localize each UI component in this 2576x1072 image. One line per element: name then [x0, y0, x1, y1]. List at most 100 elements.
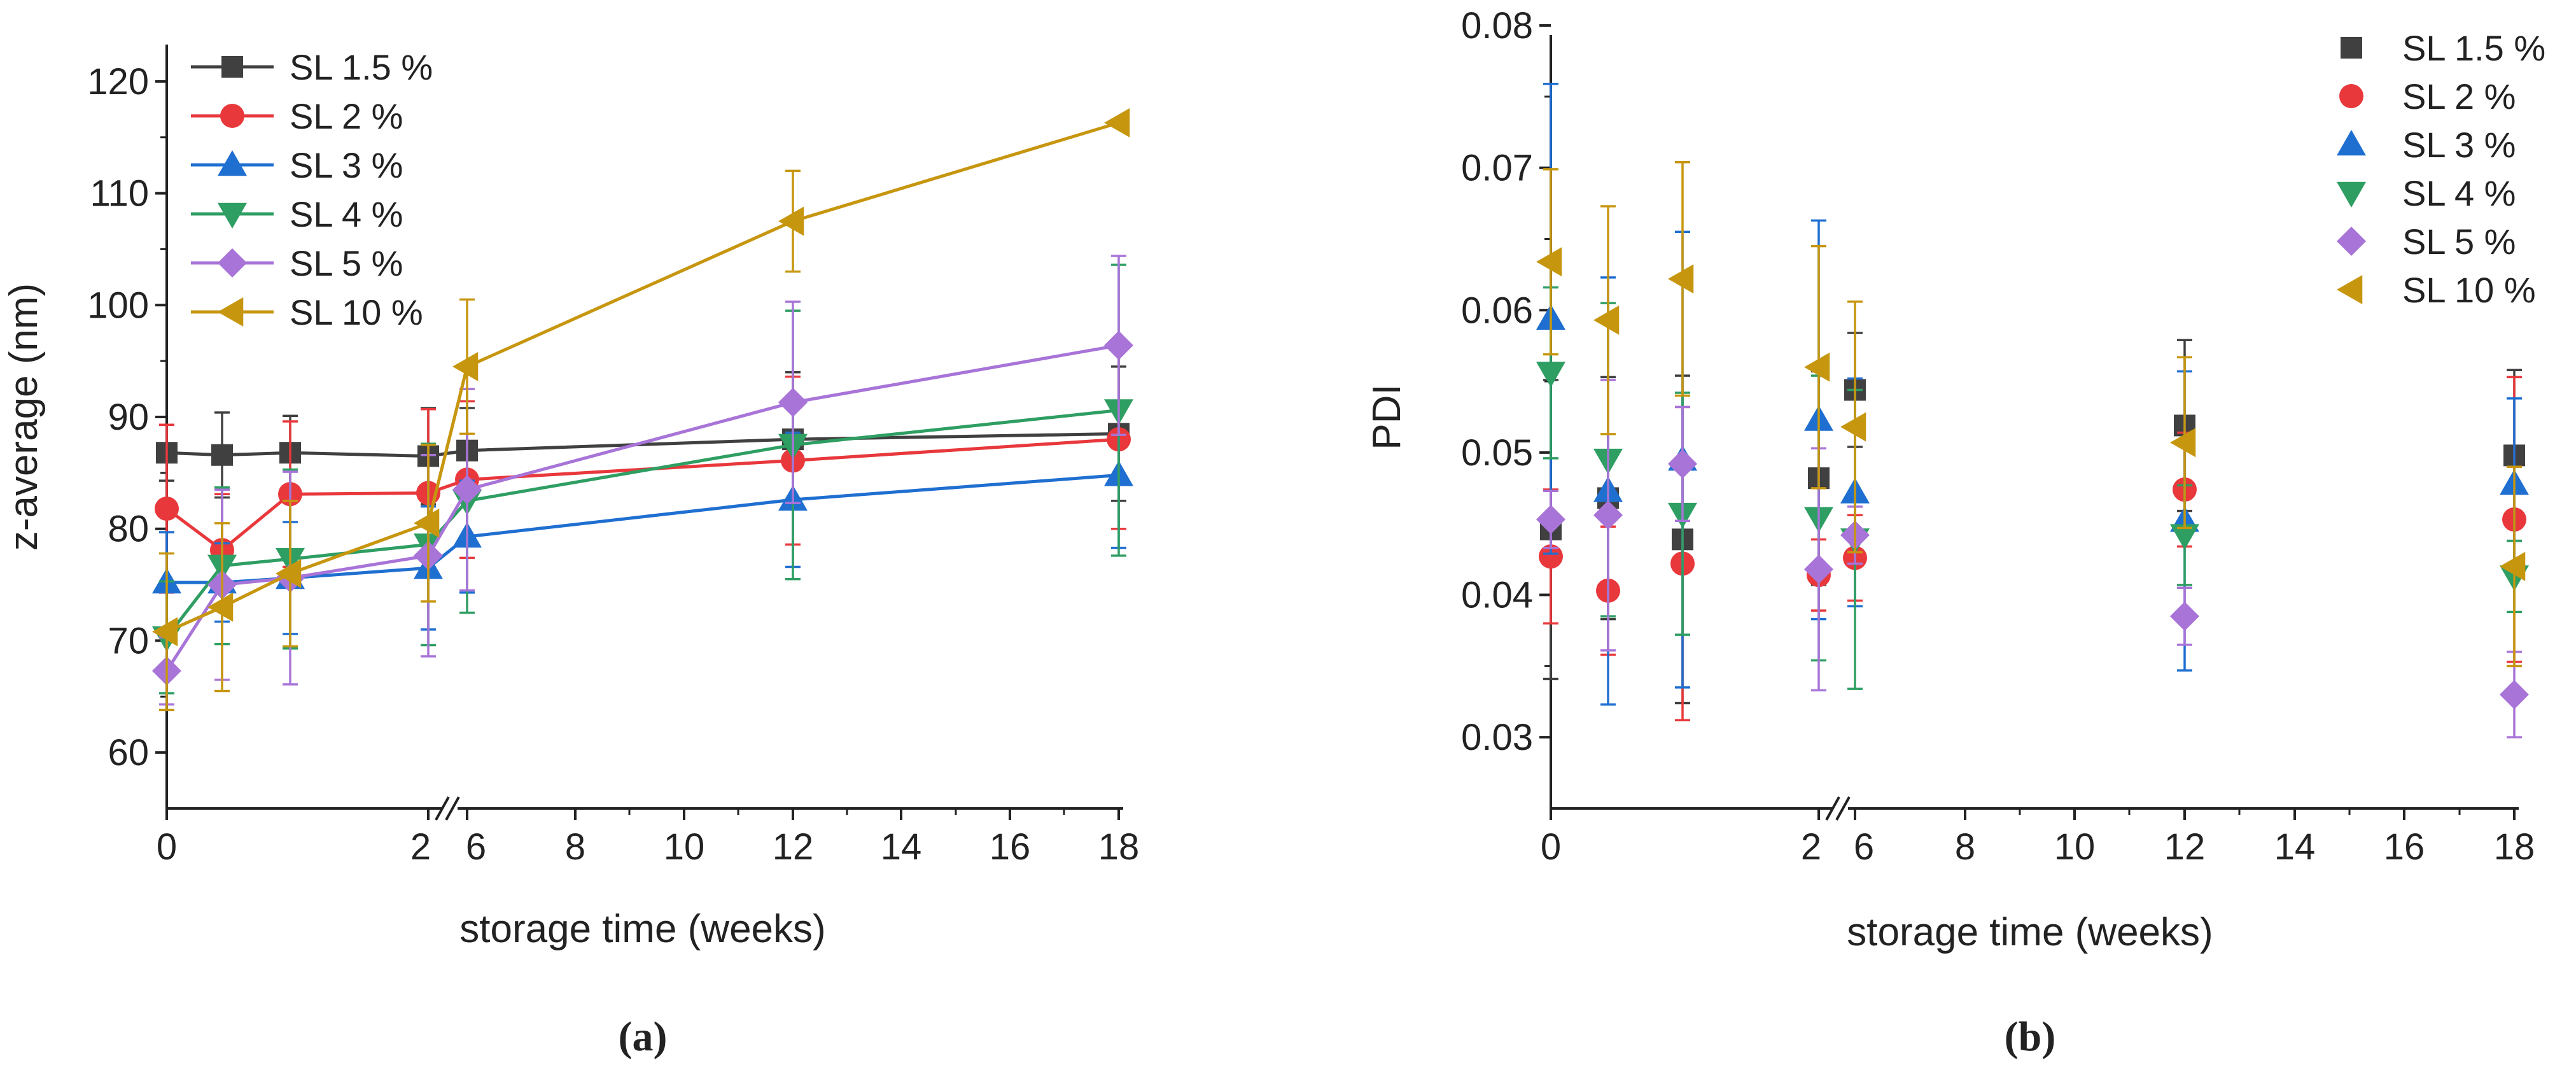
x-tick-label: 18 [2494, 826, 2535, 868]
legend-entry: SL 10 % [191, 292, 423, 332]
legend-entry: SL 4 % [2337, 173, 2516, 213]
legend-label: SL 2 % [2402, 76, 2516, 116]
y-tick-label: 90 [108, 397, 149, 438]
x-tick-label: 10 [664, 826, 705, 868]
series-line [166, 432, 1119, 458]
data-point [2170, 524, 2199, 550]
x-axis-title: storage time (weeks) [1847, 910, 2213, 954]
y-tick-label: 120 [87, 61, 149, 102]
legend-label: SL 2 % [290, 96, 403, 136]
series-SL-3- [1536, 82, 2529, 706]
axis-break-mark [435, 796, 450, 821]
x-tick-label: 8 [1955, 826, 1975, 868]
series-line [165, 437, 1119, 553]
legend-label: SL 4 % [290, 194, 403, 234]
data-point [1840, 412, 1866, 442]
x-tick-label: 14 [2274, 826, 2316, 868]
y-tick-label: 0.08 [1461, 5, 1533, 46]
data-point [211, 444, 233, 466]
legend-entry: SL 10 % [2337, 270, 2536, 310]
series-SL-10- [1536, 160, 2526, 668]
data-point [452, 475, 482, 505]
axis-break-mark [445, 796, 460, 821]
y-tick-label: 70 [108, 620, 149, 661]
axis-break-mark [1835, 796, 1851, 821]
x-tick-label: 2 [410, 826, 431, 868]
x-tick-label: 16 [2384, 826, 2425, 868]
y-tick-label: 0.07 [1461, 148, 1533, 189]
y-tick-label: 100 [87, 285, 149, 326]
data-point [2170, 602, 2199, 631]
legend-marker [2339, 84, 2363, 108]
legend-label: SL 5 % [2402, 222, 2516, 262]
data-point [2500, 551, 2526, 581]
legend-label: SL 3 % [290, 145, 403, 185]
legend-label: SL 3 % [2402, 125, 2516, 165]
legend-entry: SL 5 % [2337, 222, 2516, 262]
data-point [1536, 247, 1562, 277]
data-point [2170, 428, 2196, 458]
data-point [1536, 505, 1565, 535]
legend-marker [2341, 37, 2362, 59]
legend-entry: SL 2 % [191, 96, 403, 136]
y-tick-label: 60 [108, 732, 149, 773]
x-tick-label: 6 [1854, 826, 1874, 868]
data-point [1104, 108, 1130, 138]
x-tick-label: 12 [2164, 826, 2206, 868]
legend-marker [2337, 227, 2366, 256]
series-line [165, 344, 1119, 672]
x-tick-label: 16 [990, 826, 1031, 868]
legend-label: SL 10 % [2402, 270, 2536, 310]
y-tick-label: 110 [90, 173, 149, 215]
x-tick-label: 2 [1801, 826, 1821, 868]
data-point [414, 508, 440, 538]
x-tick-label: 8 [565, 826, 585, 868]
series-SL-10- [152, 108, 1130, 712]
data-point [2500, 680, 2529, 710]
y-tick-label: 0.04 [1461, 575, 1533, 616]
data-point [155, 497, 179, 521]
panel-b-pdi-chart: 0.03 0.04 0.05 0.06 0.07 0.08 0 2 6 8 10 12 14 16 18 st… [1365, 5, 2545, 1060]
legend-entry: SL 5 % [191, 243, 403, 283]
data-point [1668, 264, 1694, 294]
legend-entry: SL 2 % [2339, 76, 2516, 116]
legend-entry: SL 1.5 % [191, 47, 433, 87]
data-point [1539, 544, 1563, 569]
legend-marker [218, 150, 247, 176]
x-tick-label: 0 [157, 826, 177, 868]
data-point [778, 206, 804, 236]
legend-label: SL 10 % [290, 292, 423, 332]
y-tick-label: 0.06 [1461, 290, 1533, 331]
data-point [207, 592, 234, 622]
data-point [1804, 554, 1833, 584]
legend-marker [218, 202, 247, 229]
legend-label: SL 1.5 % [2402, 28, 2545, 68]
data-point [1104, 330, 1133, 360]
legend-marker [2337, 275, 2363, 304]
y-tick-label: 0.03 [1461, 717, 1533, 758]
y-axis-title: PDI [1365, 384, 1409, 449]
data-point [1593, 305, 1620, 335]
y-tick-label: 80 [108, 509, 149, 550]
data-point [1593, 500, 1623, 530]
data-point [452, 351, 479, 381]
legend-entry: SL 3 % [2337, 125, 2516, 165]
x-tick-label: 0 [1541, 826, 1561, 868]
legend-marker [221, 56, 243, 78]
legend-entry: SL 3 % [191, 145, 403, 185]
axis-break-mark [1825, 796, 1840, 821]
legend-entry: SL 4 % [191, 194, 403, 234]
x-tick-label: 18 [1098, 826, 1140, 868]
legend-marker [218, 297, 244, 327]
series-SL-4- [1536, 286, 2529, 690]
x-tick-label: 14 [881, 826, 922, 868]
legend-marker [218, 248, 247, 278]
data-point [1536, 362, 1565, 388]
panel-caption: (b) [2005, 1013, 2056, 1060]
y-axis-title: z-average (nm) [2, 283, 46, 551]
legend-label: SL 1.5 % [290, 47, 433, 87]
legend-label: SL 4 % [2402, 173, 2516, 213]
panel-a-zaverage-chart: 60 70 80 90 100 110 120 0 2 6 8 10 12 14 16 18 storage t… [2, 45, 1139, 1060]
x-tick-label: 10 [2054, 826, 2096, 868]
